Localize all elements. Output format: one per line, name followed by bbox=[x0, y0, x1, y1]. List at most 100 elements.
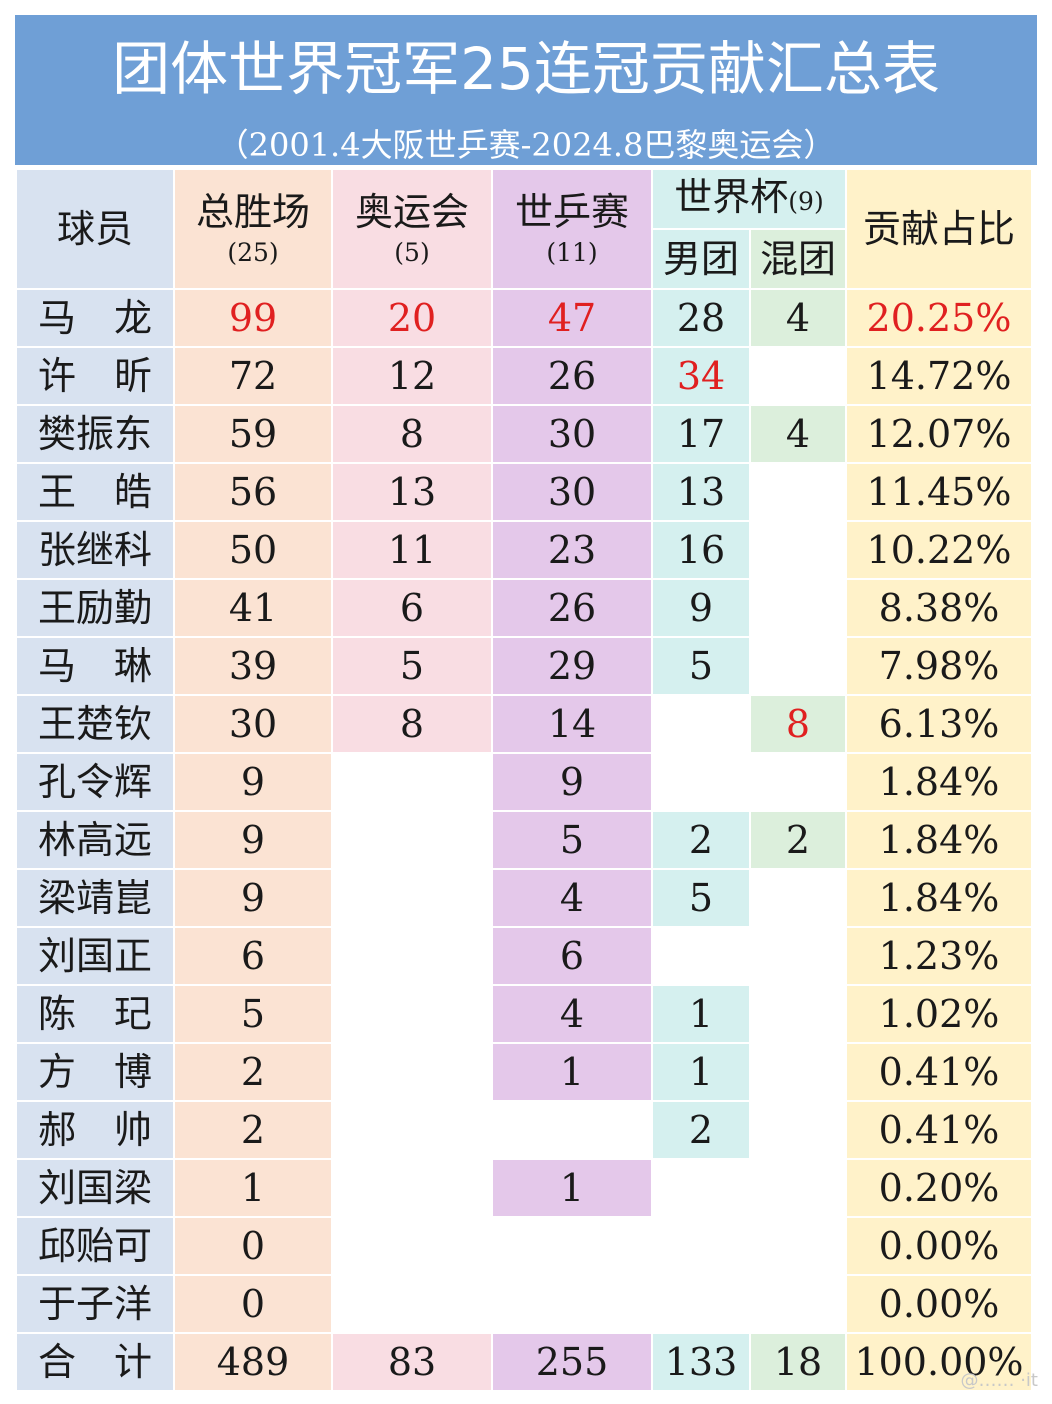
cell-olympics: 20 bbox=[333, 290, 491, 346]
cell-player: 马 琳 bbox=[17, 638, 173, 694]
cell-player: 郝 帅 bbox=[17, 1102, 173, 1158]
cell-olympics: 8 bbox=[333, 406, 491, 462]
table-row: 林高远 9 5 2 2 1.84% bbox=[17, 812, 1031, 868]
cell-olympics: 8 bbox=[333, 696, 491, 752]
col-header-player: 球员 bbox=[17, 170, 173, 288]
cell-player: 孔令辉 bbox=[17, 754, 173, 810]
page-title: 团体世界冠军25连冠贡献汇总表 bbox=[112, 35, 940, 103]
cell-share: 6.13% bbox=[847, 696, 1031, 752]
table-row: 于子洋 0 0.00% bbox=[17, 1276, 1031, 1332]
cell-men: 2 bbox=[653, 812, 749, 868]
cell-mixed bbox=[751, 1044, 845, 1100]
cell-wtt: 26 bbox=[493, 348, 651, 404]
watermark: @…… ·it bbox=[960, 1370, 1038, 1391]
cell-wtt: 1 bbox=[493, 1044, 651, 1100]
cell-player: 陈 玘 bbox=[17, 986, 173, 1042]
col-header-wtt-label: 世乒赛 bbox=[514, 190, 629, 234]
cell-men bbox=[653, 1218, 749, 1274]
cell-player: 刘国梁 bbox=[17, 1160, 173, 1216]
cell-wtt bbox=[493, 1276, 651, 1332]
header-row-2: 男团 混团 bbox=[17, 230, 1031, 288]
contribution-table: 球员 总胜场 (25) 奥运会 (5) 世乒赛 (11) 世界杯(9) 贡献占比… bbox=[15, 168, 1033, 1392]
table-header-banner: 团体世界冠军25连冠贡献汇总表 （2001.4大阪世乒赛-2024.8巴黎奥运会… bbox=[15, 15, 1037, 165]
cell-total: 2 bbox=[175, 1102, 331, 1158]
cell-wtt: 30 bbox=[493, 406, 651, 462]
table-row: 王楚钦 30 8 14 8 6.13% bbox=[17, 696, 1031, 752]
table-row: 刘国梁 1 1 0.20% bbox=[17, 1160, 1031, 1216]
cell-total: 50 bbox=[175, 522, 331, 578]
cell-player: 方 博 bbox=[17, 1044, 173, 1100]
cell-mixed bbox=[751, 1102, 845, 1158]
cell-olympics bbox=[333, 812, 491, 868]
cell-share: 1.84% bbox=[847, 812, 1031, 868]
col-header-share: 贡献占比 bbox=[847, 170, 1031, 288]
cell-wtt: 6 bbox=[493, 928, 651, 984]
col-header-worldcup-count: (9) bbox=[788, 186, 824, 216]
cell-total: 489 bbox=[175, 1334, 331, 1390]
cell-men: 17 bbox=[653, 406, 749, 462]
col-header-total-label: 总胜场 bbox=[195, 190, 310, 234]
cell-share: 1.23% bbox=[847, 928, 1031, 984]
cell-olympics bbox=[333, 1218, 491, 1274]
cell-olympics bbox=[333, 754, 491, 810]
cell-player: 张继科 bbox=[17, 522, 173, 578]
col-header-total: 总胜场 (25) bbox=[175, 170, 331, 288]
cell-player: 林高远 bbox=[17, 812, 173, 868]
cell-olympics: 5 bbox=[333, 638, 491, 694]
cell-men: 1 bbox=[653, 986, 749, 1042]
cell-share: 7.98% bbox=[847, 638, 1031, 694]
col-header-wtt: 世乒赛 (11) bbox=[493, 170, 651, 288]
col-header-men-team: 男团 bbox=[653, 230, 749, 288]
cell-men bbox=[653, 928, 749, 984]
cell-share: 14.72% bbox=[847, 348, 1031, 404]
table-row: 王 皓 56 13 30 13 11.45% bbox=[17, 464, 1031, 520]
cell-mixed bbox=[751, 638, 845, 694]
col-header-olympics-label: 奥运会 bbox=[354, 190, 469, 234]
col-header-olympics: 奥运会 (5) bbox=[333, 170, 491, 288]
cell-mixed bbox=[751, 754, 845, 810]
cell-share: 20.25% bbox=[847, 290, 1031, 346]
totals-row: 合 计 489 83 255 133 18 100.00% bbox=[17, 1334, 1031, 1390]
table-row: 王励勤 41 6 26 9 8.38% bbox=[17, 580, 1031, 636]
cell-total: 99 bbox=[175, 290, 331, 346]
cell-share: 1.02% bbox=[847, 986, 1031, 1042]
cell-total: 6 bbox=[175, 928, 331, 984]
cell-olympics bbox=[333, 1044, 491, 1100]
cell-men: 1 bbox=[653, 1044, 749, 1100]
cell-mixed bbox=[751, 986, 845, 1042]
cell-total: 41 bbox=[175, 580, 331, 636]
cell-wtt: 23 bbox=[493, 522, 651, 578]
cell-share: 0.20% bbox=[847, 1160, 1031, 1216]
cell-wtt: 47 bbox=[493, 290, 651, 346]
cell-total: 9 bbox=[175, 870, 331, 926]
cell-mixed bbox=[751, 870, 845, 926]
cell-wtt bbox=[493, 1218, 651, 1274]
cell-total: 5 bbox=[175, 986, 331, 1042]
cell-wtt: 14 bbox=[493, 696, 651, 752]
cell-total: 56 bbox=[175, 464, 331, 520]
cell-share: 1.84% bbox=[847, 754, 1031, 810]
col-header-mixed-team: 混团 bbox=[751, 230, 845, 288]
cell-player: 王励勤 bbox=[17, 580, 173, 636]
cell-share: 11.45% bbox=[847, 464, 1031, 520]
cell-wtt: 4 bbox=[493, 870, 651, 926]
cell-share: 100.00% bbox=[847, 1334, 1031, 1390]
table-row: 樊振东 59 8 30 17 4 12.07% bbox=[17, 406, 1031, 462]
cell-men: 9 bbox=[653, 580, 749, 636]
cell-total: 9 bbox=[175, 812, 331, 868]
cell-olympics: 83 bbox=[333, 1334, 491, 1390]
table-row: 马 龙 99 20 47 28 4 20.25% bbox=[17, 290, 1031, 346]
cell-total: 0 bbox=[175, 1276, 331, 1332]
cell-olympics: 12 bbox=[333, 348, 491, 404]
cell-total: 30 bbox=[175, 696, 331, 752]
cell-mixed: 18 bbox=[751, 1334, 845, 1390]
cell-mixed bbox=[751, 348, 845, 404]
cell-men bbox=[653, 1160, 749, 1216]
cell-olympics: 11 bbox=[333, 522, 491, 578]
cell-player: 梁靖崑 bbox=[17, 870, 173, 926]
cell-mixed: 2 bbox=[751, 812, 845, 868]
cell-total: 59 bbox=[175, 406, 331, 462]
table-row: 孔令辉 9 9 1.84% bbox=[17, 754, 1031, 810]
col-header-total-count: (25) bbox=[227, 238, 279, 267]
cell-olympics bbox=[333, 870, 491, 926]
